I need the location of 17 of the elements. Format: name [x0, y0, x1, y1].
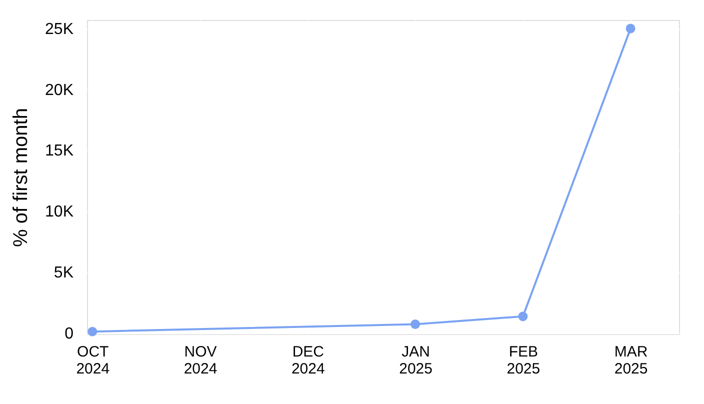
- x-tick-label: MAR 2025: [614, 344, 648, 378]
- point: [626, 24, 636, 34]
- x-tick-label: FEB 2025: [506, 344, 540, 378]
- x-tick-label: NOV 2024: [184, 344, 218, 378]
- y-tick-label: 20K: [45, 82, 74, 99]
- point: [518, 312, 528, 322]
- point: [410, 320, 420, 329]
- y-tick-label: 5K: [54, 264, 74, 282]
- y-tick-label: 25K: [45, 21, 74, 38]
- y-tick-label: 10K: [45, 204, 74, 221]
- point: [88, 326, 98, 336]
- y-axis-title: % of first month: [10, 108, 32, 247]
- x-tick-label: OCT 2024: [76, 344, 110, 378]
- x-tick-label: DEC 2024: [291, 344, 325, 378]
- x-tick-label: JAN 2025: [399, 344, 432, 378]
- y-tick-label: 0: [64, 325, 74, 342]
- y-tick-label: 15K: [45, 142, 74, 160]
